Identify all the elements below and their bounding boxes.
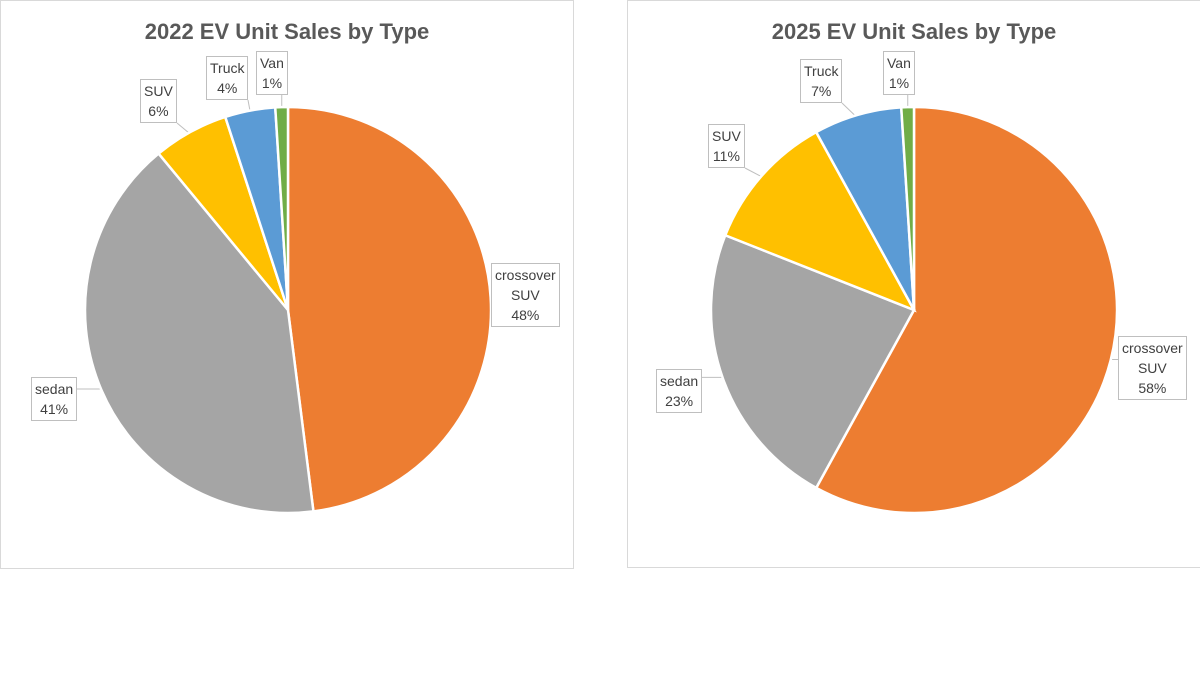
pie-slice-van [899,105,916,311]
data-label-text: 7% [811,83,832,99]
data-label-text: sedan [660,373,699,389]
chart-2022: 2022 EV Unit Sales by Type crossover SUV 4… [0,0,574,569]
pie-slice-van [273,105,290,311]
data-label: SUV 6% [140,79,177,123]
data-label: Truck 4% [206,56,249,100]
data-label-text: Van [887,55,911,71]
pie-slice-sedan [83,151,315,515]
data-label: sedan 41% [31,377,78,421]
data-label: Truck 7% [800,59,843,103]
data-label: SUV 11% [708,124,745,168]
data-label: Van 1% [883,51,915,95]
chart-title: 2022 EV Unit Sales by Type [144,19,430,44]
data-label-text: 1% [261,75,283,91]
data-label-text: Van [260,55,284,71]
pie-slice-crossover-suv [286,105,493,513]
data-label-text: SUV [510,287,540,303]
pie-2022 [77,95,493,515]
data-label-text: SUV [144,83,173,99]
data-label-text: sedan [35,381,74,397]
data-label-text: Truck [804,63,839,79]
pie-slice-suv [723,130,917,313]
pie-2025 [702,95,1119,515]
data-label-text: 41% [40,401,69,417]
data-label-text: 4% [217,80,238,96]
chart-title: 2025 EV Unit Sales by Type [771,19,1057,44]
data-label: sedan 23% [656,369,703,413]
data-label-text: 11% [712,148,740,164]
data-label: crossover SUV 58% [1118,336,1187,400]
data-label: crossover SUV 48% [491,263,560,327]
data-label-text: 58% [1138,380,1167,396]
data-label-text: crossover [495,267,556,283]
data-label-text: 48% [511,307,540,323]
data-label-text: Truck [210,60,245,76]
chart-2025: 2025 EV Unit Sales by Type crossover SUV 5… [627,0,1200,568]
data-label-text: crossover [1122,340,1183,356]
data-label-text: SUV [1137,360,1167,376]
data-label-text: 6% [148,103,169,119]
data-label-text: SUV [712,128,741,144]
pie-slice-crossover-suv [814,105,1119,515]
data-label-text: 23% [665,393,694,409]
data-label-text: 1% [888,75,910,91]
data-label: Van 1% [256,51,288,95]
pie-slice-sedan [709,233,916,490]
